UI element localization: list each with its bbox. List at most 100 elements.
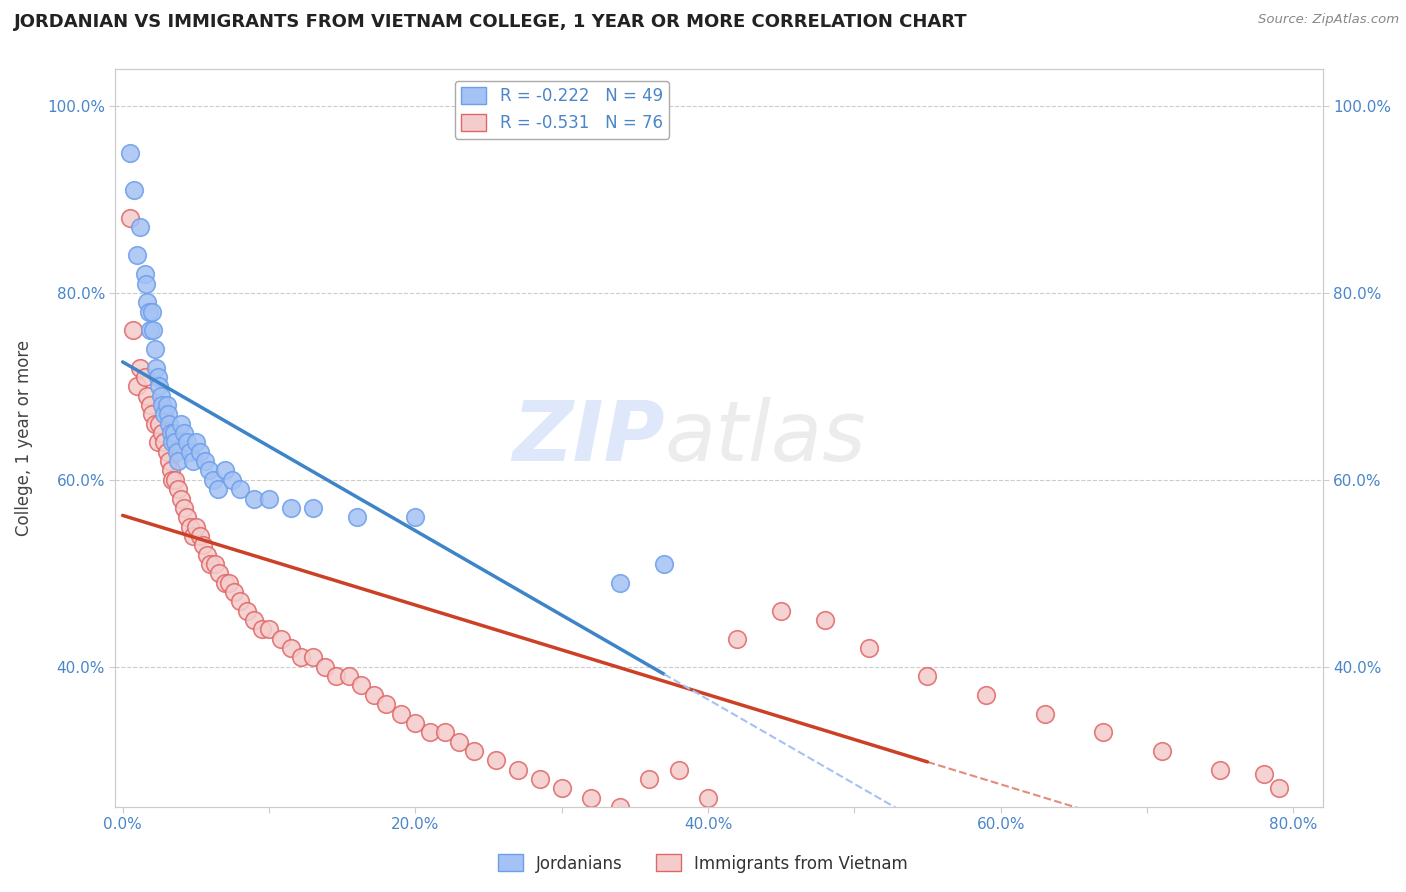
Point [129, 220, 152, 235]
Point [198, 463, 221, 477]
Point [858, 641, 880, 656]
Point [150, 398, 173, 412]
Point [148, 379, 170, 393]
Y-axis label: College, 1 year or more: College, 1 year or more [15, 340, 32, 536]
Point [124, 183, 146, 197]
Point [179, 519, 201, 533]
Point [139, 398, 162, 412]
Point [697, 790, 720, 805]
Point [228, 482, 250, 496]
Text: ZIP: ZIP [512, 397, 665, 478]
Point [181, 454, 204, 468]
Point [152, 408, 174, 422]
Point [181, 529, 204, 543]
Point [1209, 763, 1232, 777]
Point [176, 510, 198, 524]
Point [419, 725, 441, 739]
Point [118, 211, 141, 225]
Point [165, 473, 187, 487]
Point [156, 408, 179, 422]
Point [579, 790, 602, 805]
Point [127, 248, 149, 262]
Point [433, 725, 456, 739]
Point [257, 623, 280, 637]
Point [170, 417, 193, 431]
Point [173, 426, 195, 441]
Point [375, 697, 398, 711]
Point [200, 557, 222, 571]
Point [155, 444, 177, 458]
Point [159, 417, 181, 431]
Point [118, 145, 141, 160]
Point [243, 613, 266, 627]
Point [184, 519, 207, 533]
Point [302, 500, 325, 515]
Point [146, 370, 169, 384]
Point [159, 454, 181, 468]
Point [250, 623, 273, 637]
Point [134, 370, 156, 384]
Point [188, 444, 211, 458]
Point [165, 435, 187, 450]
Point [1150, 744, 1173, 758]
Point [173, 500, 195, 515]
Point [550, 781, 572, 796]
Point [1033, 706, 1056, 721]
Point [529, 772, 551, 786]
Point [155, 398, 177, 412]
Point [148, 417, 170, 431]
Point [167, 482, 190, 496]
Point [163, 426, 186, 441]
Point [917, 669, 939, 683]
Point [1253, 767, 1275, 781]
Point [179, 444, 201, 458]
Point [363, 688, 385, 702]
Point [346, 510, 368, 524]
Point [139, 323, 162, 337]
Point [145, 360, 167, 375]
Point [141, 408, 163, 422]
Point [974, 688, 997, 702]
Point [141, 304, 163, 318]
Point [280, 500, 302, 515]
Point [188, 529, 211, 543]
Point [389, 706, 412, 721]
Point [350, 678, 373, 692]
Point [228, 594, 250, 608]
Point [160, 426, 183, 441]
Point [136, 389, 159, 403]
Legend: R = -0.222   N = 49, R = -0.531   N = 76: R = -0.222 N = 49, R = -0.531 N = 76 [454, 80, 669, 138]
Point [290, 650, 312, 665]
Point [506, 763, 529, 777]
Point [197, 548, 219, 562]
Point [243, 491, 266, 506]
Text: JORDANIAN VS IMMIGRANTS FROM VIETNAM COLLEGE, 1 YEAR OR MORE CORRELATION CHART: JORDANIAN VS IMMIGRANTS FROM VIETNAM COL… [14, 13, 967, 31]
Point [162, 473, 184, 487]
Point [143, 342, 166, 356]
Point [770, 604, 793, 618]
Point [668, 763, 690, 777]
Point [218, 575, 240, 590]
Point [280, 641, 302, 656]
Point [814, 613, 837, 627]
Point [202, 473, 225, 487]
Point [170, 491, 193, 506]
Point [149, 389, 172, 403]
Point [146, 435, 169, 450]
Point [167, 454, 190, 468]
Point [725, 632, 748, 646]
Point [193, 454, 215, 468]
Point [142, 323, 165, 337]
Point [150, 426, 173, 441]
Point [208, 566, 231, 581]
Point [184, 435, 207, 450]
Point [143, 417, 166, 431]
Point [152, 435, 174, 450]
Point [135, 277, 157, 291]
Point [138, 304, 160, 318]
Point [204, 557, 226, 571]
Point [1092, 725, 1115, 739]
Text: Source: ZipAtlas.com: Source: ZipAtlas.com [1258, 13, 1399, 27]
Point [214, 575, 236, 590]
Point [222, 585, 245, 599]
